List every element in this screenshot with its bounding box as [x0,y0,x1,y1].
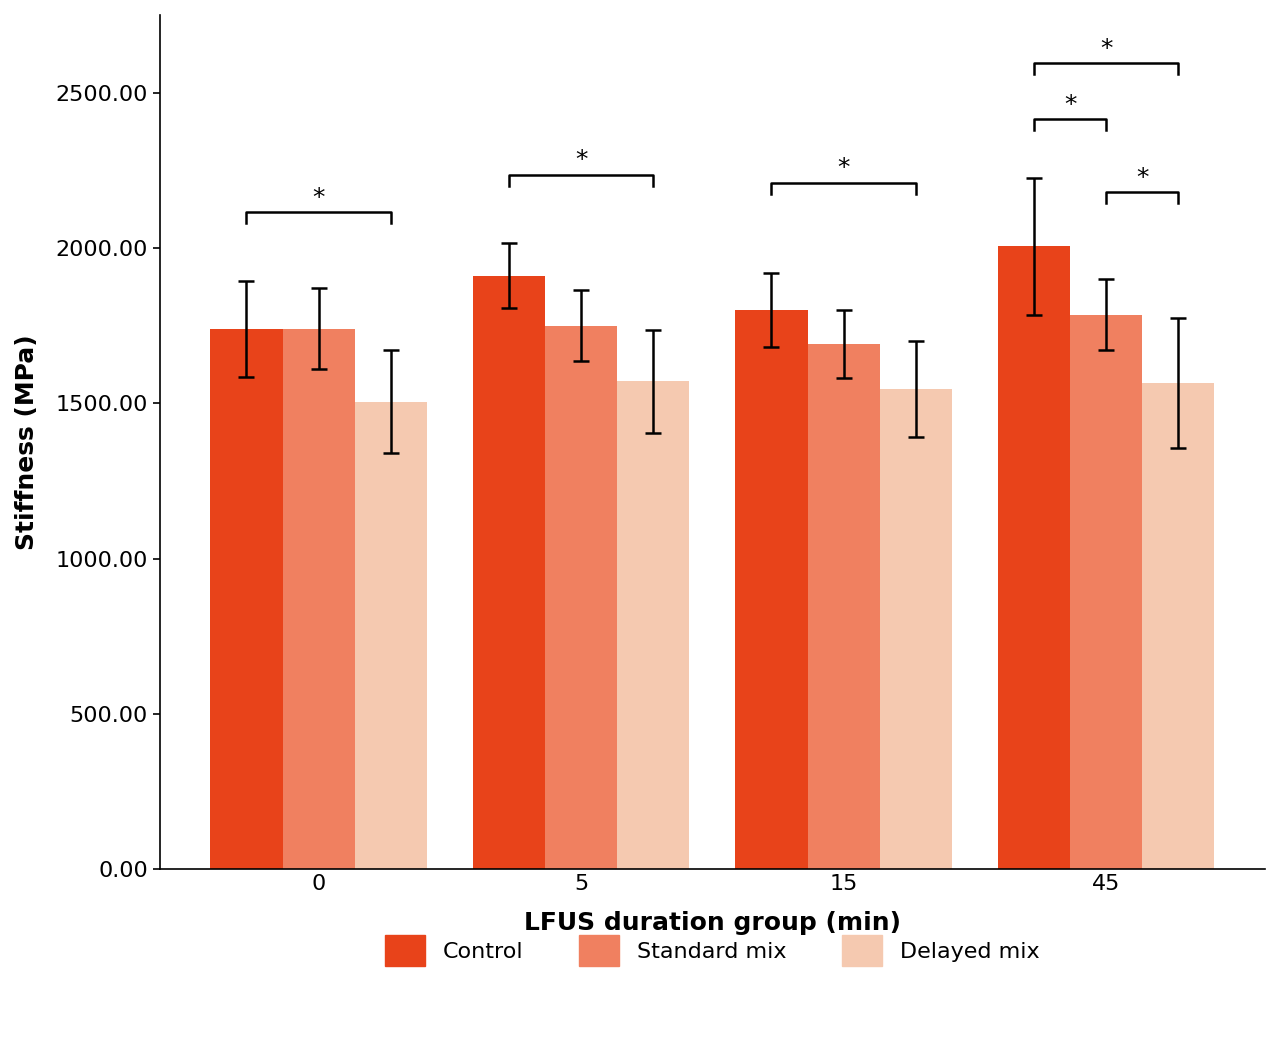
Bar [736,311,808,869]
Text: *: * [1137,166,1148,190]
Bar [355,402,428,869]
Bar [1070,315,1142,869]
Bar [1142,383,1215,869]
Bar [283,328,355,869]
Text: *: * [1100,37,1112,61]
Legend: Control, Standard mix, Delayed mix: Control, Standard mix, Delayed mix [374,924,1051,978]
Text: *: * [1064,92,1076,116]
X-axis label: LFUS duration group (min): LFUS duration group (min) [524,911,901,935]
Bar [998,247,1070,869]
Bar [808,344,879,869]
Bar [545,325,617,869]
Bar [617,382,690,869]
Bar [879,389,952,869]
Y-axis label: Stiffness (MPa): Stiffness (MPa) [15,335,38,550]
Text: *: * [312,186,325,210]
Text: *: * [837,156,850,180]
Bar [210,328,283,869]
Text: *: * [575,149,588,172]
Bar [472,276,545,869]
